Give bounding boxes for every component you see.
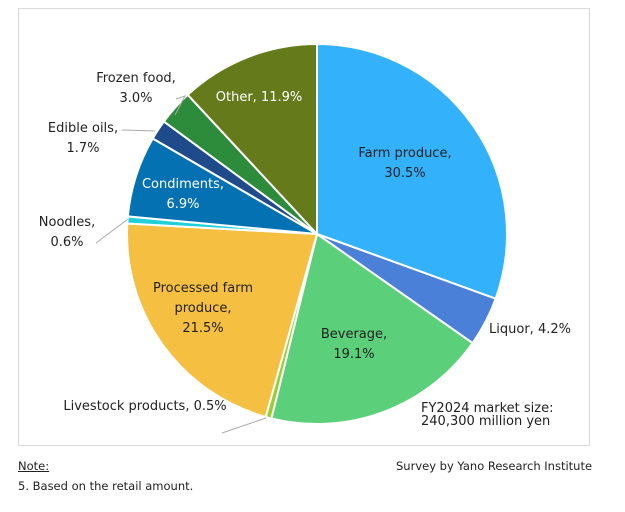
leader-line [174,95,187,116]
leader-line [121,129,156,132]
slice-label: Processed farm produce, 21.5% [153,281,253,336]
pie-slice-beverage [270,232,474,425]
pie-slice-farm-produce [316,42,508,300]
slice-label: Livestock products, 0.5% [63,399,226,414]
chart-frame [18,8,590,446]
slice-label: Noodles, 0.6% [39,215,95,250]
leader-line [95,218,129,244]
slice-label: Farm produce, 30.5% [358,146,451,181]
slice-label: Beverage, 19.1% [321,327,387,362]
slice-label: Condiments, 6.9% [142,177,224,212]
note-text: 5. Based on the retail amount. [18,479,194,493]
slice-label: Edible oils, 1.7% [48,121,118,156]
leader-line [221,417,267,434]
pie-slice-processed-farm-produce [126,222,319,419]
slice-label: Frozen food, 3.0% [96,71,176,106]
pie-slice-other [186,42,318,237]
slice-label: Liquor, 4.2% [489,322,571,337]
note-heading: Note: [18,459,50,473]
source-credit: Survey by Yano Research Institute [396,459,593,473]
slice-label: Other, 11.9% [216,90,302,105]
market-size-annotation: FY2024 market size: 240,300 million yen [421,401,554,429]
